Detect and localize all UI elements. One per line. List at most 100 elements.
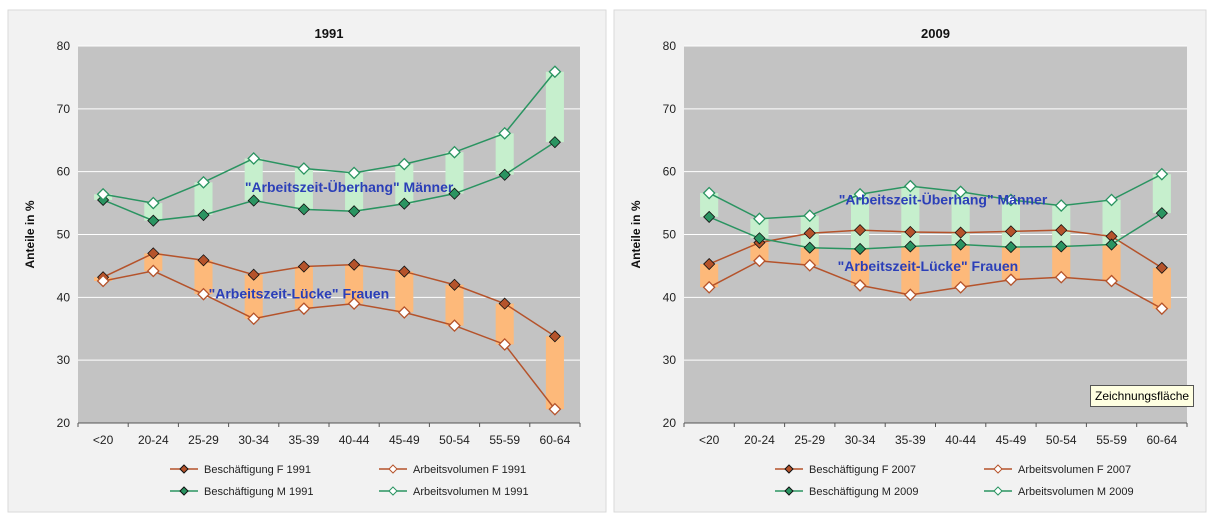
data-point-diamond [147,214,160,227]
y-tick-label: 20 [57,416,71,430]
series-line [708,229,1163,269]
data-point-diamond [297,203,310,216]
data-point-open [146,196,160,210]
y-tick-label: 30 [57,353,71,367]
data-point-open [853,278,867,292]
y-tick-label: 40 [57,290,71,304]
data-point-diamond [904,225,917,239]
data-point-open [297,302,311,316]
data-point-open [448,145,461,159]
legend-marker [993,486,1003,496]
y-tick-label: 50 [57,228,71,242]
data-point-open [397,305,411,319]
data-point-open [1155,167,1169,181]
y-tick-label: 60 [663,165,677,179]
male-gap-band [395,164,414,204]
legend-marker [993,464,1003,474]
female-gap-band [1152,267,1171,309]
data-point-open [96,187,110,201]
data-point-diamond [1155,207,1168,220]
data-point-diamond [498,168,511,181]
x-tick-label: 45-49 [996,433,1027,447]
tooltip-plot-area: Zeichnungsfläche [1090,385,1195,407]
data-point-open [247,312,261,326]
data-point-diamond [904,240,917,253]
data-point-open [448,319,461,333]
legend-label: Arbeitsvolumen M 2009 [1018,486,1134,498]
x-tick-label: 25-29 [794,433,825,447]
data-point-diamond [398,197,411,210]
series-line [102,71,556,204]
data-point-open [1054,270,1068,284]
male-gap-band [750,218,769,239]
data-point-open [1105,193,1118,207]
male-gap-band [194,182,213,216]
legend-item: Arbeitsvolumen M 2009 [984,486,1134,498]
data-point-diamond [1004,225,1018,238]
y-tick-label: 70 [57,102,71,116]
y-tick-label: 80 [57,39,71,53]
y-tick-label: 30 [663,353,677,367]
data-point-diamond [954,238,967,251]
data-point-open [197,287,210,301]
female-gap-band [345,264,364,304]
series-line [102,141,556,222]
data-point-open [347,166,361,180]
data-point-open [903,179,917,193]
data-point-open [853,187,867,201]
data-point-open [753,212,766,226]
data-point-diamond [147,247,160,260]
legend-marker [388,486,398,496]
male-gap-band [700,193,719,217]
data-point-open [1004,193,1018,207]
x-tick-label: 40-44 [339,433,370,447]
data-point-open [1004,273,1018,287]
y-tick-label: 40 [663,290,677,304]
data-point-diamond [548,330,561,343]
legend-label: Beschäftigung M 2009 [809,486,918,498]
x-tick-label: 45-49 [389,433,420,447]
female-gap-band [750,242,769,261]
data-point-diamond [398,265,411,278]
x-tick-label: 25-29 [188,433,219,447]
data-point-diamond [498,297,511,310]
legend-marker [179,464,189,474]
data-point-diamond [954,226,967,239]
data-point-open [347,297,361,311]
male-gap-band [1102,199,1121,245]
data-point-diamond [448,278,461,291]
data-point-diamond [348,258,361,271]
data-point-open [96,274,110,288]
data-point-diamond [1004,241,1018,254]
female-gap-band [495,303,514,345]
legend-item: Arbeitsvolumen F 2007 [984,464,1131,476]
data-point-diamond [1055,240,1068,253]
series-line [708,173,1163,220]
data-point-open [247,152,261,165]
y-tick-label: 80 [663,39,677,53]
x-tick-label: 30-34 [845,433,876,447]
legend-label: Arbeitsvolumen F 1991 [413,464,526,476]
male-gap-band [850,194,870,249]
series-line [102,270,556,410]
male-gap-band [445,152,464,194]
male-gap-band [495,133,514,175]
male-gap-band [294,168,313,210]
data-point-open [803,258,817,272]
legend-marker [784,486,794,496]
y-axis-label: Anteile in % [629,200,643,268]
data-point-open [1105,274,1118,288]
series-line [708,260,1163,310]
x-tick-label: 50-54 [1046,433,1077,447]
y-tick-label: 60 [57,165,71,179]
male-gap-band [144,203,163,221]
female-gap-band [194,260,213,295]
series-line [708,212,1163,250]
legend-item: Beschäftigung M 2009 [775,486,918,498]
legend-item: Arbeitsvolumen M 1991 [379,486,529,498]
data-point-diamond [247,268,260,281]
annotation-label: "Arbeitszeit-Lücke" Frauen [209,286,390,302]
female-gap-band [545,336,564,410]
data-point-open [702,186,716,200]
female-gap-band [144,253,163,271]
